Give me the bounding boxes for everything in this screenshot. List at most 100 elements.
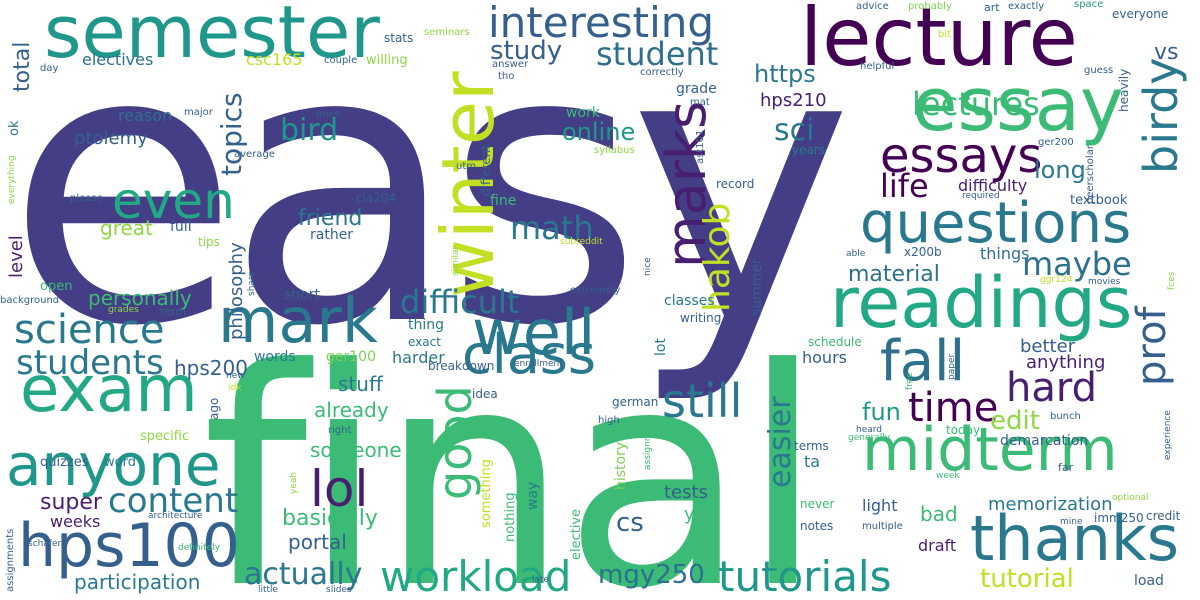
word-share: share: [247, 271, 257, 296]
word-total: total: [10, 41, 35, 92]
word-willing: willing: [366, 53, 408, 68]
word-textbook: textbook: [1070, 193, 1128, 208]
word-summer: summer: [749, 258, 765, 316]
word-https: https: [754, 60, 816, 88]
word-mine: mine: [1060, 517, 1083, 527]
word-utm: utm: [456, 161, 476, 172]
word-word: word: [104, 455, 136, 470]
word-specific: specific: [140, 429, 190, 444]
word-required: required: [962, 191, 1000, 201]
word-cla204: cla204: [356, 191, 397, 205]
word-ger100: ger100: [326, 349, 376, 365]
word-study: study: [490, 36, 563, 66]
word-students: students: [16, 343, 164, 383]
word-stuff: stuff: [338, 372, 383, 396]
word-work: work: [566, 105, 600, 121]
word-light: light: [862, 496, 898, 515]
word-german: german: [612, 395, 659, 409]
word-essays: essays: [880, 128, 1043, 184]
word-fun: fun: [862, 398, 901, 426]
word-words: words: [254, 349, 296, 365]
word-memorization: memorization: [988, 494, 1113, 515]
word-thanks: thanks: [970, 502, 1180, 575]
word-high: high: [598, 415, 620, 426]
word-hours: hours: [802, 348, 847, 367]
word-different: different: [479, 145, 493, 196]
word-final: final: [202, 305, 824, 600]
word-exact: exact: [408, 335, 441, 349]
word-difficult: difficult: [400, 283, 520, 321]
word-subreddit: subreddit: [560, 237, 603, 247]
word-slides: slides: [326, 585, 352, 595]
word-student: student: [596, 35, 719, 73]
word-electives: electives: [82, 50, 154, 69]
word-anything: anything: [1026, 352, 1106, 373]
word-probably: probably: [908, 1, 952, 12]
word-week: week: [936, 471, 960, 481]
word-bird: bird: [280, 113, 339, 148]
word-harder: harder: [392, 348, 445, 367]
word-late: late: [532, 575, 550, 585]
word-please: please: [70, 193, 103, 204]
word-nothing: nothing: [503, 492, 518, 542]
word-fall: fall: [880, 329, 966, 394]
word-semester: semester: [44, 0, 380, 74]
word-extremely: extremely: [570, 285, 621, 296]
word-essay: essay: [912, 62, 1124, 148]
word-anyone: anyone: [6, 431, 221, 499]
word-reason: reason: [118, 106, 173, 125]
word-prof: prof: [1129, 306, 1175, 386]
word-new: new: [226, 371, 245, 381]
word-record: record: [716, 177, 755, 191]
word-breakdown: breakdown: [428, 359, 495, 373]
word-already: already: [314, 398, 389, 422]
word-cs: cs: [616, 508, 644, 538]
word-easier: easier: [763, 396, 798, 488]
word-still: still: [662, 374, 743, 428]
word-grade: grade: [676, 81, 717, 97]
word-way: way: [525, 481, 541, 510]
word-lot: lot: [653, 338, 669, 356]
word-enrollment: enrollment: [514, 359, 563, 369]
word-credit: credit: [1146, 509, 1181, 523]
word-philosophy: philosophy: [226, 242, 247, 340]
word-something: something: [479, 459, 494, 528]
word-assignments: assignments: [5, 528, 16, 592]
word-movies: movies: [1088, 277, 1121, 287]
word-great: great: [100, 216, 153, 240]
word-math: math: [510, 209, 594, 247]
word-term: term: [160, 305, 187, 318]
word-similar: similar: [451, 245, 461, 276]
word-open: open: [40, 279, 73, 294]
word-topics: topics: [215, 92, 248, 176]
word-material: material: [848, 262, 940, 287]
word-online: online: [562, 118, 636, 146]
word-writing: writing: [680, 311, 722, 325]
word-midterm: midterm: [862, 415, 1118, 485]
word-hps210: hps210: [760, 90, 827, 111]
word-hard: hard: [1006, 365, 1097, 411]
word-today: today: [946, 423, 981, 437]
word-birdy: birdy: [1134, 57, 1188, 174]
word-classes: classes: [664, 293, 715, 309]
word-advice: advice: [856, 1, 889, 12]
word-experience: experience: [1163, 410, 1173, 460]
word-paper: paper: [947, 353, 957, 380]
word-lecture: lecture: [800, 0, 1078, 84]
word-tho: tho: [498, 71, 515, 82]
word-science: science: [14, 307, 165, 353]
word-sci: sci: [774, 113, 815, 148]
word-correctly: correctly: [640, 67, 684, 78]
word-schedule: schedule: [808, 335, 862, 349]
word-tutorials: tutorials: [718, 552, 892, 600]
word-edit: edit: [990, 406, 1040, 436]
word-terms: terms: [794, 439, 829, 453]
word-history: history: [613, 441, 629, 490]
word-hps200: hps200: [174, 356, 248, 380]
word-notes: notes: [800, 519, 834, 533]
word-vs: vs: [1154, 40, 1179, 65]
word-definitely: definitely: [178, 543, 221, 553]
word-day: day: [40, 63, 59, 74]
word-ger200: ger200: [1038, 137, 1074, 148]
word-heavily: heavily: [1117, 68, 1131, 112]
